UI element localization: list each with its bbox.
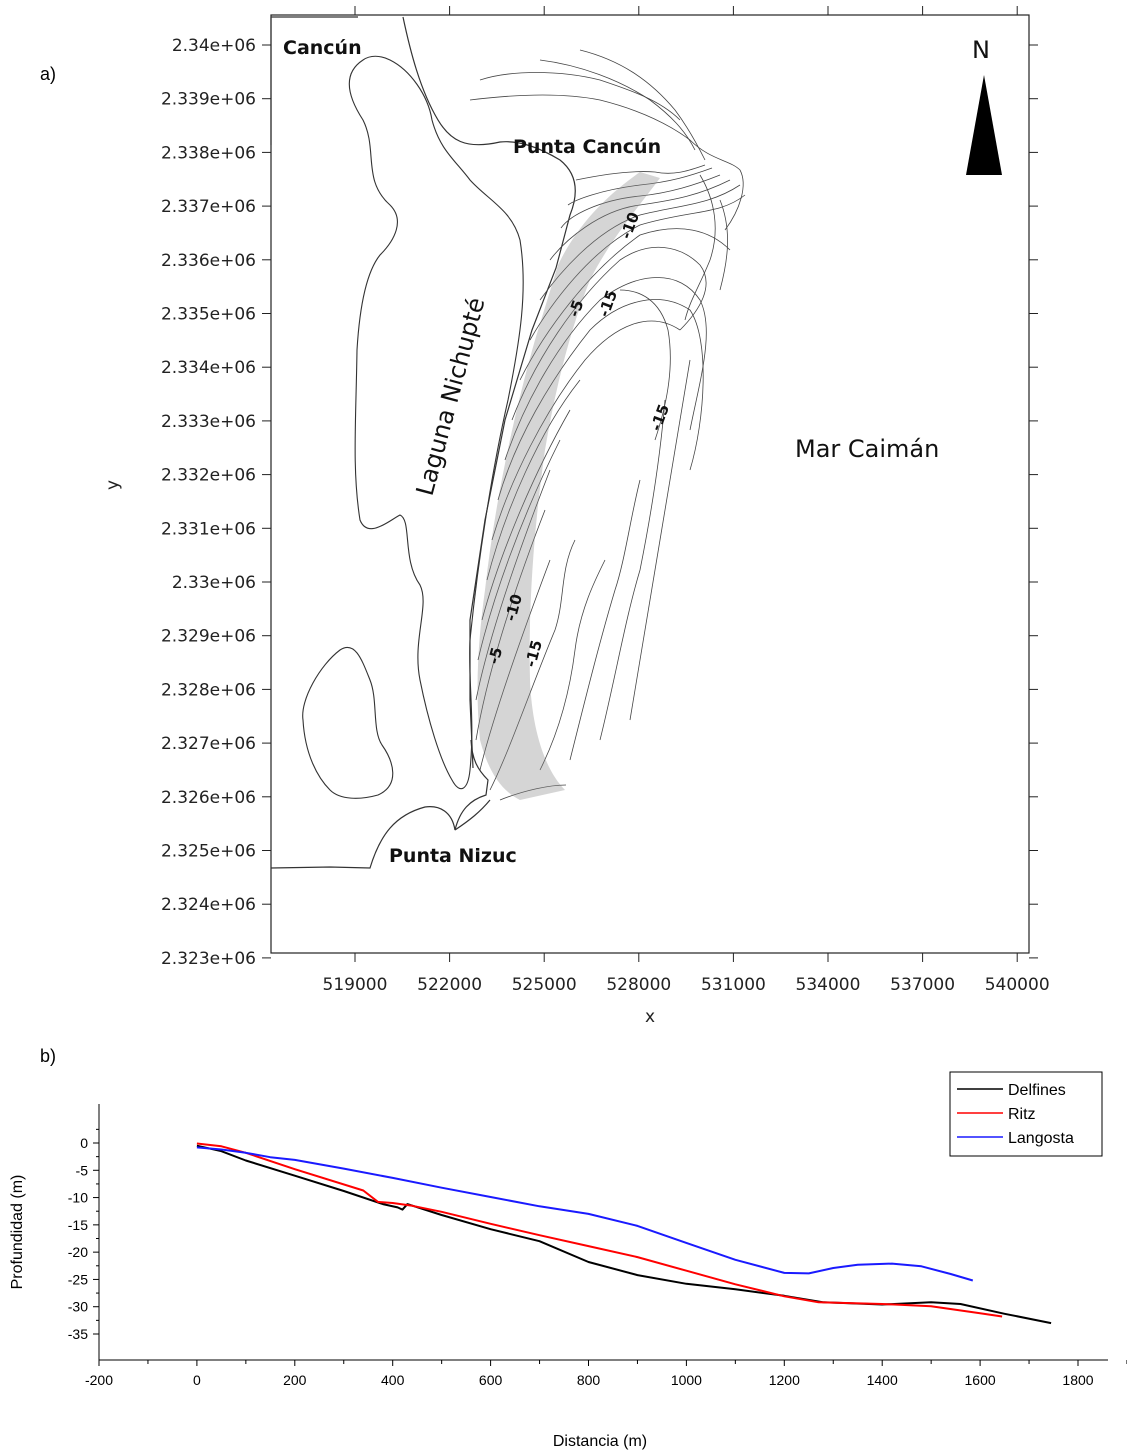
panel-a-map: -10 -5 -15 -15 -10 -5 -15 Cancún Punta C… bbox=[103, 6, 1050, 1027]
x-tick-label: -200 bbox=[85, 1372, 113, 1388]
y-tick-label: -15 bbox=[68, 1217, 88, 1233]
contour-label: -5 bbox=[484, 645, 506, 666]
x-tick-label: 522000 bbox=[417, 975, 482, 995]
legend-entry-langosta: Langosta bbox=[1008, 1130, 1074, 1147]
x-tick-label: 1600 bbox=[965, 1372, 996, 1388]
dense-contour-band bbox=[477, 172, 660, 800]
contour-label: -5 bbox=[565, 298, 588, 320]
y-tick-label: 2.338e+06 bbox=[161, 143, 256, 163]
x-tick-label: 531000 bbox=[701, 975, 766, 995]
panel-a-x-ticks: 519000 522000 525000 528000 531000 534000 5370… bbox=[323, 6, 1050, 995]
lagoon-south-outline bbox=[302, 647, 394, 799]
panel-b-series bbox=[196, 1142, 1052, 1325]
x-tick-label: 1000 bbox=[671, 1372, 702, 1388]
north-label: N bbox=[972, 36, 990, 64]
shoreline-outline bbox=[270, 16, 576, 869]
x-tick-label: 1400 bbox=[867, 1372, 898, 1388]
panel-a-y-ticks: 2.34e+06 2.339e+06 2.338e+06 2.337e+06 2.336… bbox=[161, 36, 1038, 969]
y-tick-label: 2.331e+06 bbox=[161, 519, 256, 539]
x-tick-label: 600 bbox=[479, 1372, 503, 1388]
y-tick-label: 2.333e+06 bbox=[161, 412, 256, 432]
x-tick-label: 0 bbox=[193, 1372, 201, 1388]
y-tick-label: 2.339e+06 bbox=[161, 90, 256, 110]
legend-entry-ritz: Ritz bbox=[1008, 1106, 1036, 1123]
panel-b-y-ticks: 0 -5 -10 -15 -20 -25 -30 -35 bbox=[68, 1128, 99, 1342]
y-tick-label: 2.326e+06 bbox=[161, 788, 256, 808]
panel-a-label: a) bbox=[40, 64, 56, 84]
contour-label: -15 bbox=[595, 288, 621, 320]
panel-b-label: b) bbox=[40, 1046, 56, 1066]
y-tick-label: 0 bbox=[80, 1135, 88, 1151]
y-tick-label: 2.33e+06 bbox=[172, 573, 256, 593]
x-tick-label: 537000 bbox=[890, 975, 955, 995]
place-punta-cancun: Punta Cancún bbox=[513, 136, 661, 158]
place-punta-nizuc: Punta Nizuc bbox=[389, 845, 517, 867]
x-tick-label: 528000 bbox=[606, 975, 671, 995]
y-tick-label: -35 bbox=[68, 1326, 88, 1342]
panel-b-profile-chart: 0 -5 -10 -15 -20 -25 -30 -35 -200 0 200 400 600 800 1… bbox=[9, 1071, 1127, 1450]
series-line-langosta bbox=[196, 1146, 974, 1282]
x-tick-label: 1200 bbox=[769, 1372, 800, 1388]
y-tick-label: 2.325e+06 bbox=[161, 842, 256, 862]
contour-lines bbox=[469, 49, 746, 801]
y-tick-label: 2.337e+06 bbox=[161, 197, 256, 217]
y-tick-label: 2.335e+06 bbox=[161, 305, 256, 325]
series-line-delfines bbox=[196, 1144, 1052, 1325]
y-tick-label: 2.323e+06 bbox=[161, 949, 256, 969]
x-tick-label: 525000 bbox=[512, 975, 577, 995]
y-tick-label: -25 bbox=[68, 1271, 88, 1287]
x-tick-label: 800 bbox=[577, 1372, 601, 1388]
y-tick-label: -5 bbox=[76, 1162, 89, 1178]
y-tick-label: 2.336e+06 bbox=[161, 251, 256, 271]
panel-a-y-axis-label: y bbox=[103, 480, 123, 490]
place-laguna-nichupte: Laguna Nichupté bbox=[411, 295, 491, 499]
y-tick-label: -10 bbox=[68, 1190, 88, 1206]
map-frame bbox=[270, 14, 1030, 954]
y-tick-label: 2.329e+06 bbox=[161, 627, 256, 647]
legend-entry-delfines: Delfines bbox=[1008, 1082, 1066, 1099]
panel-b-x-axis-label: Distancia (m) bbox=[553, 1433, 647, 1450]
y-tick-label: 2.327e+06 bbox=[161, 734, 256, 754]
x-tick-label: 519000 bbox=[323, 975, 388, 995]
north-arrow-icon bbox=[966, 75, 1002, 175]
y-tick-label: -20 bbox=[68, 1244, 88, 1260]
y-tick-label: 2.334e+06 bbox=[161, 358, 256, 378]
place-mar-caiman: Mar Caimán bbox=[795, 435, 939, 463]
y-tick-label: 2.332e+06 bbox=[161, 466, 256, 486]
x-tick-label: 540000 bbox=[985, 975, 1050, 995]
x-tick-label: 200 bbox=[283, 1372, 307, 1388]
contour-label: -15 bbox=[647, 402, 673, 434]
series-line-ritz bbox=[196, 1142, 1003, 1318]
legend-box bbox=[949, 1071, 1103, 1157]
place-cancun: Cancún bbox=[283, 37, 362, 59]
lagoon-outline bbox=[348, 55, 524, 790]
y-tick-label: 2.324e+06 bbox=[161, 895, 256, 915]
panel-b-x-ticks: -200 0 200 400 600 800 1000 1200 1400 1600 1800 bbox=[85, 1360, 1127, 1388]
y-tick-label: 2.328e+06 bbox=[161, 680, 256, 700]
x-tick-label: 1800 bbox=[1062, 1372, 1093, 1388]
y-tick-label: -30 bbox=[68, 1299, 88, 1315]
legend: Delfines Ritz Langosta bbox=[949, 1071, 1103, 1157]
panel-a-x-axis-label: x bbox=[645, 1007, 655, 1027]
x-tick-label: 400 bbox=[381, 1372, 405, 1388]
x-tick-label: 534000 bbox=[796, 975, 861, 995]
panel-b-y-axis-label: Profundidad (m) bbox=[9, 1175, 26, 1290]
y-tick-label: 2.34e+06 bbox=[172, 36, 256, 56]
